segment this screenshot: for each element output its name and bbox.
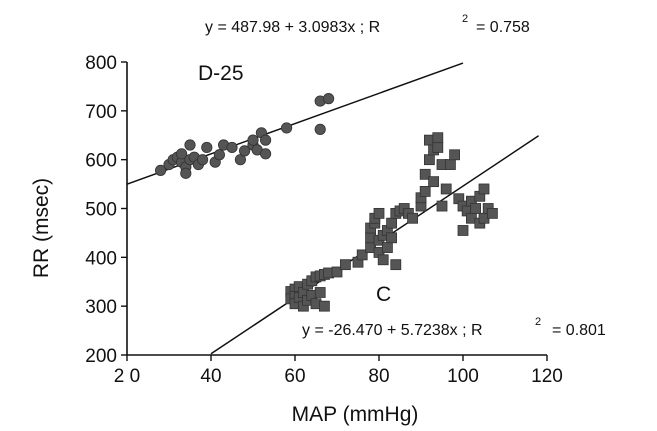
x-tick-label: 80 [368,366,389,387]
y-tick-label: 300 [85,297,117,318]
series-label-c: C [376,283,391,306]
x-tick-label: 2 0 [114,366,140,387]
data-point-d25 [322,93,335,105]
x-tick-label: 60 [284,366,305,387]
data-point-c [440,183,452,195]
equation-c-r2-value: = 0.801 [552,322,606,339]
x-axis-title: MAP (mmHg) [292,403,419,426]
x-tick-label: 120 [531,366,563,387]
data-point-c [436,200,448,212]
y-tick-label: 700 [85,102,117,123]
equation-c: y = -26.470 + 5.7238x ; R 2 = 0.801 [302,316,606,339]
data-point-c [419,168,431,180]
data-point-c [377,254,389,266]
data-point-c [478,183,490,195]
data-point-d25 [155,164,167,177]
equation-d25: y = 487.98 + 3.0983x ; R 2 = 0.758 [205,13,530,36]
data-point-c [339,259,351,271]
equation-c-text: y = -26.470 + 5.7238x ; R [302,322,483,339]
data-point-c [314,287,326,298]
data-point-c [381,242,393,253]
data-point-c [331,266,343,278]
data-point-c [432,142,444,153]
y-axis-title: RR (msec) [30,178,53,278]
data-point-c [318,300,330,312]
data-point-c [373,207,385,219]
data-point-c [386,232,398,244]
y-tick-label: 800 [85,53,117,74]
data-point-d25 [280,122,293,134]
data-point-d25 [176,148,188,160]
regression-line-d25 [126,62,464,185]
data-point-c [386,217,398,229]
data-point-d25 [184,139,196,151]
data-point-d25 [314,123,326,135]
y-tick-label: 500 [85,200,117,221]
chart-text: MAP (mmHg) RR (msec) D-25 C y = 487.98 +… [30,13,606,426]
series-label-d25: D-25 [198,62,244,85]
y-tick-label: 200 [85,346,117,367]
x-tick-label: 100 [447,366,479,387]
y-tick-label: 400 [85,248,117,269]
data-points [155,93,498,312]
data-point-c [432,132,444,144]
data-point-d25 [213,149,225,161]
data-point-c [449,149,461,161]
data-point-d25 [259,148,272,160]
data-point-d25 [226,141,238,154]
equation-d25-text: y = 487.98 + 3.0983x ; R [205,19,380,36]
data-point-d25 [201,141,213,154]
data-point-c [407,212,419,224]
data-point-c [428,176,440,188]
y-tick-label: 600 [85,151,117,172]
data-point-d25 [247,134,259,146]
data-point-c [423,154,435,166]
data-point-c [356,249,368,261]
data-point-c [486,207,498,219]
data-point-d25 [239,145,251,157]
data-point-c [444,159,456,170]
equation-d25-r2-value: = 0.758 [476,19,530,36]
data-point-d25 [197,154,209,166]
data-point-c [390,259,402,271]
equation-c-superscript: 2 [535,316,541,328]
data-point-d25 [259,134,272,146]
data-point-c [470,203,482,214]
data-point-c [419,186,431,197]
equation-d25-superscript: 2 [462,13,468,25]
data-point-c [457,225,469,236]
data-point-d25 [180,167,192,179]
x-tick-label: 40 [200,366,221,387]
